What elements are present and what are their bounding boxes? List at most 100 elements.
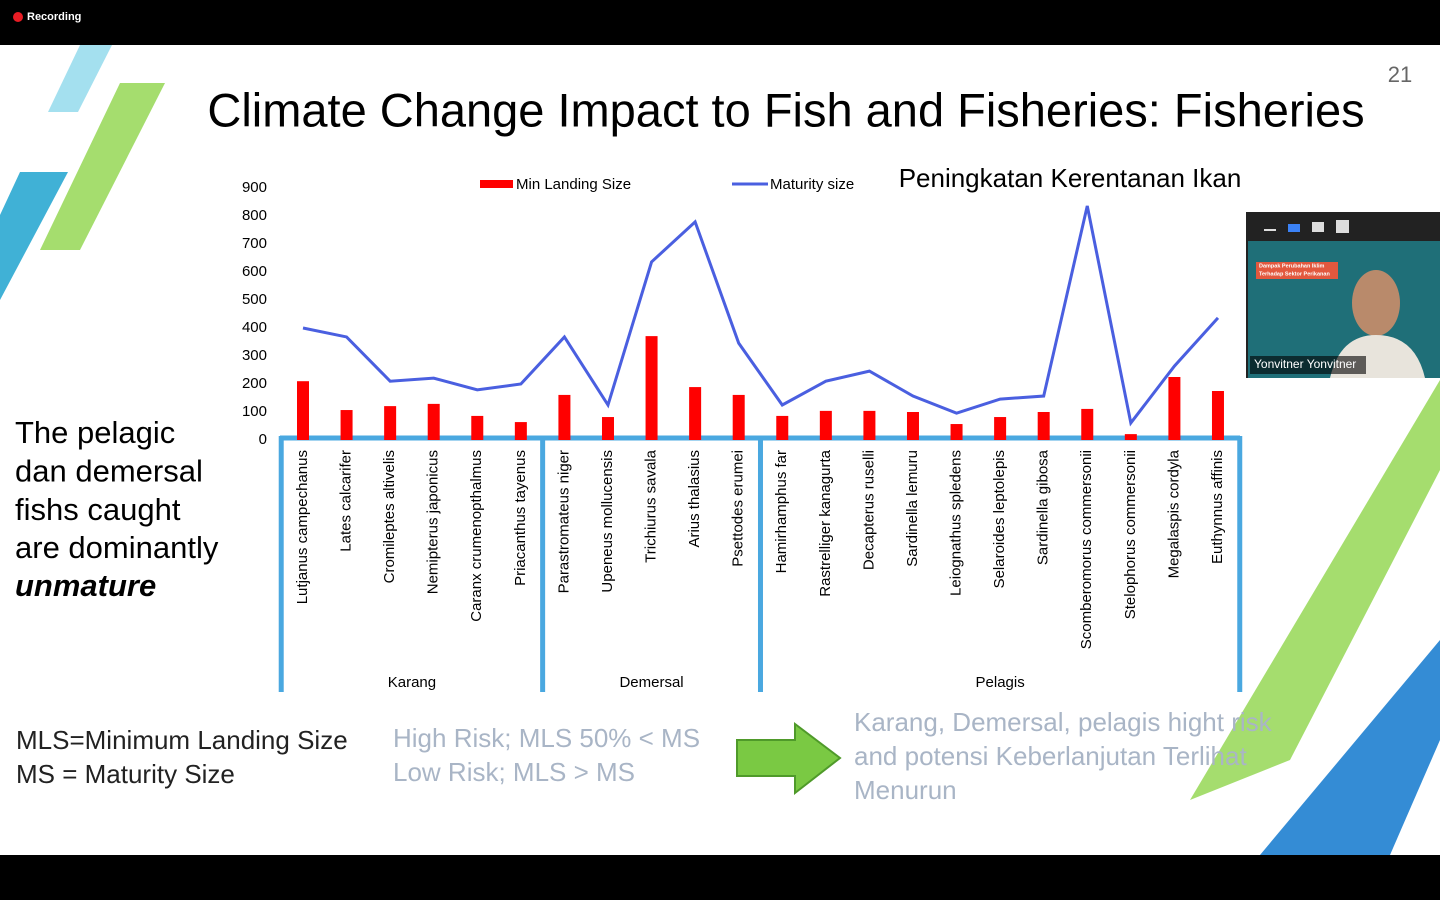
note-line: fishs caught <box>15 492 181 527</box>
y-tick-label: 900 <box>242 179 267 196</box>
top-bar <box>0 0 1440 45</box>
bar <box>427 403 440 440</box>
participant-name: Yonvitner Yonvitner <box>1254 357 1356 371</box>
x-tick-label: Megalaspis cordyla <box>1165 449 1182 578</box>
bar <box>689 387 702 440</box>
bar <box>471 415 484 440</box>
bar <box>384 406 397 440</box>
group-label: Karang <box>388 674 436 691</box>
bar <box>906 412 919 440</box>
decor <box>48 45 112 112</box>
bar <box>1211 391 1224 440</box>
icon <box>1336 220 1349 233</box>
person-head <box>1352 270 1400 336</box>
y-tick-label: 700 <box>242 235 267 252</box>
bar <box>732 394 745 440</box>
bar <box>1168 377 1181 440</box>
x-tick-label: Lates calcarifer <box>338 450 355 552</box>
risk-rule: High Risk; MLS 50% < MS <box>393 723 700 753</box>
decor <box>0 172 68 300</box>
x-tick-label: Rastrelliger kanagurta <box>817 449 834 596</box>
conclusion: Karang, Demersal, pelagis hight risk <box>854 707 1273 737</box>
x-tick-label: Cromileptes altivelis <box>381 450 398 583</box>
video-slide-text: Terhadap Sektor Perikanan <box>1259 271 1330 277</box>
bar <box>645 336 658 440</box>
y-tick-label: 500 <box>242 291 267 308</box>
bar <box>514 422 527 440</box>
definition: MLS=Minimum Landing Size <box>16 725 348 755</box>
decor <box>1260 640 1440 855</box>
x-tick-label: Stelophorus commersonii <box>1122 450 1139 619</box>
x-tick-label: Priacanthus tayenus <box>512 450 529 586</box>
group-label: Demersal <box>619 674 683 691</box>
bar <box>1037 412 1050 440</box>
chart: 0 100 200 300 400 500 600 700 800 900 Karang Demers… <box>242 176 1243 692</box>
slide-title: Climate Change Impact to Fish and Fisher… <box>207 83 1364 136</box>
x-tick-label: Trichiurus savala <box>643 449 660 562</box>
x-tick-label: Arius thalasius <box>686 450 703 548</box>
bar <box>558 394 571 440</box>
y-tick-label: 400 <box>242 319 267 336</box>
x-tick-label: Upeneus mollucensis <box>599 450 616 593</box>
y-tick-label: 300 <box>242 347 267 364</box>
note-line: dan demersal <box>15 453 203 488</box>
conclusion: and potensi Keberlanjutan Terlihat <box>854 741 1247 771</box>
bar <box>950 424 963 440</box>
chart-subtitle: Peningkatan Kerentanan Ikan <box>899 163 1242 193</box>
video-banner <box>1256 262 1338 279</box>
video-text: Dampak Perubahan Iklim Terhadap Sektor Pe… <box>1254 263 1356 371</box>
x-tick-label: Caranx crumenopthalmus <box>468 450 485 622</box>
bar <box>1124 434 1137 440</box>
bottom-bar <box>0 855 1440 900</box>
x-tick-label: Psettodes erumei <box>730 450 747 567</box>
slide <box>0 45 1440 855</box>
video-slide-text: Dampak Perubahan Iklim <box>1259 263 1325 269</box>
decor <box>40 83 165 250</box>
x-tick-label: Scomberomorus commersonii <box>1078 450 1095 649</box>
bar <box>297 381 309 440</box>
x-tick-label: Selaroides leptolepis <box>991 450 1008 588</box>
conclusion: Menurun <box>854 775 957 805</box>
slide-number: 21 <box>1388 62 1412 87</box>
arrow <box>736 721 842 796</box>
x-tick-label: Euthynnus affinis <box>1209 450 1226 564</box>
bar <box>601 417 614 440</box>
legend-swatch <box>480 180 513 188</box>
bar <box>819 410 832 440</box>
y-tick-label: 600 <box>242 263 267 280</box>
bottom-text: MLS=Minimum Landing Size MS = Maturity Si… <box>16 707 1273 805</box>
bar <box>994 417 1007 440</box>
x-tick-label: Lutjanus campechanus <box>294 450 311 604</box>
note-emphasis: unmature <box>15 568 156 603</box>
y-tick-label: 100 <box>242 403 267 420</box>
x-tick-label: Sardinella lemuru <box>904 450 921 567</box>
risk-rule: Low Risk; MLS > MS <box>393 757 635 787</box>
legend-label: Maturity size <box>770 176 854 193</box>
x-tick-label: Decapterus ruselli <box>860 450 877 570</box>
name-tag <box>1250 356 1366 374</box>
video-tile: Dampak Perubahan Iklim Terhadap Sektor Pe… <box>1246 212 1440 378</box>
recording-dot <box>13 12 23 22</box>
icon <box>1264 229 1276 231</box>
legend-label: Min Landing Size <box>516 176 631 193</box>
x-tick-label: Parastromateus niger <box>555 450 572 593</box>
recording-label: Recording <box>27 11 81 23</box>
y-tick-label: 800 <box>242 207 267 224</box>
x-tick-label: Sardinella gibosa <box>1035 449 1052 565</box>
x-tick-label: Nemipterus japonicus <box>425 450 442 594</box>
line <box>302 205 1220 427</box>
definition: MS = Maturity Size <box>16 759 235 789</box>
group-label: Pelagis <box>976 674 1025 691</box>
note-line: The pelagic <box>15 415 175 450</box>
icon <box>1312 222 1324 232</box>
y-tick-label: 0 <box>259 431 267 448</box>
bar <box>863 410 876 440</box>
y-tick-label: 200 <box>242 375 267 392</box>
bar <box>340 410 353 440</box>
note-line: are dominantly <box>15 530 219 565</box>
x-tick-label: Leiognathus spledens <box>948 450 965 596</box>
decor <box>1190 380 1440 800</box>
